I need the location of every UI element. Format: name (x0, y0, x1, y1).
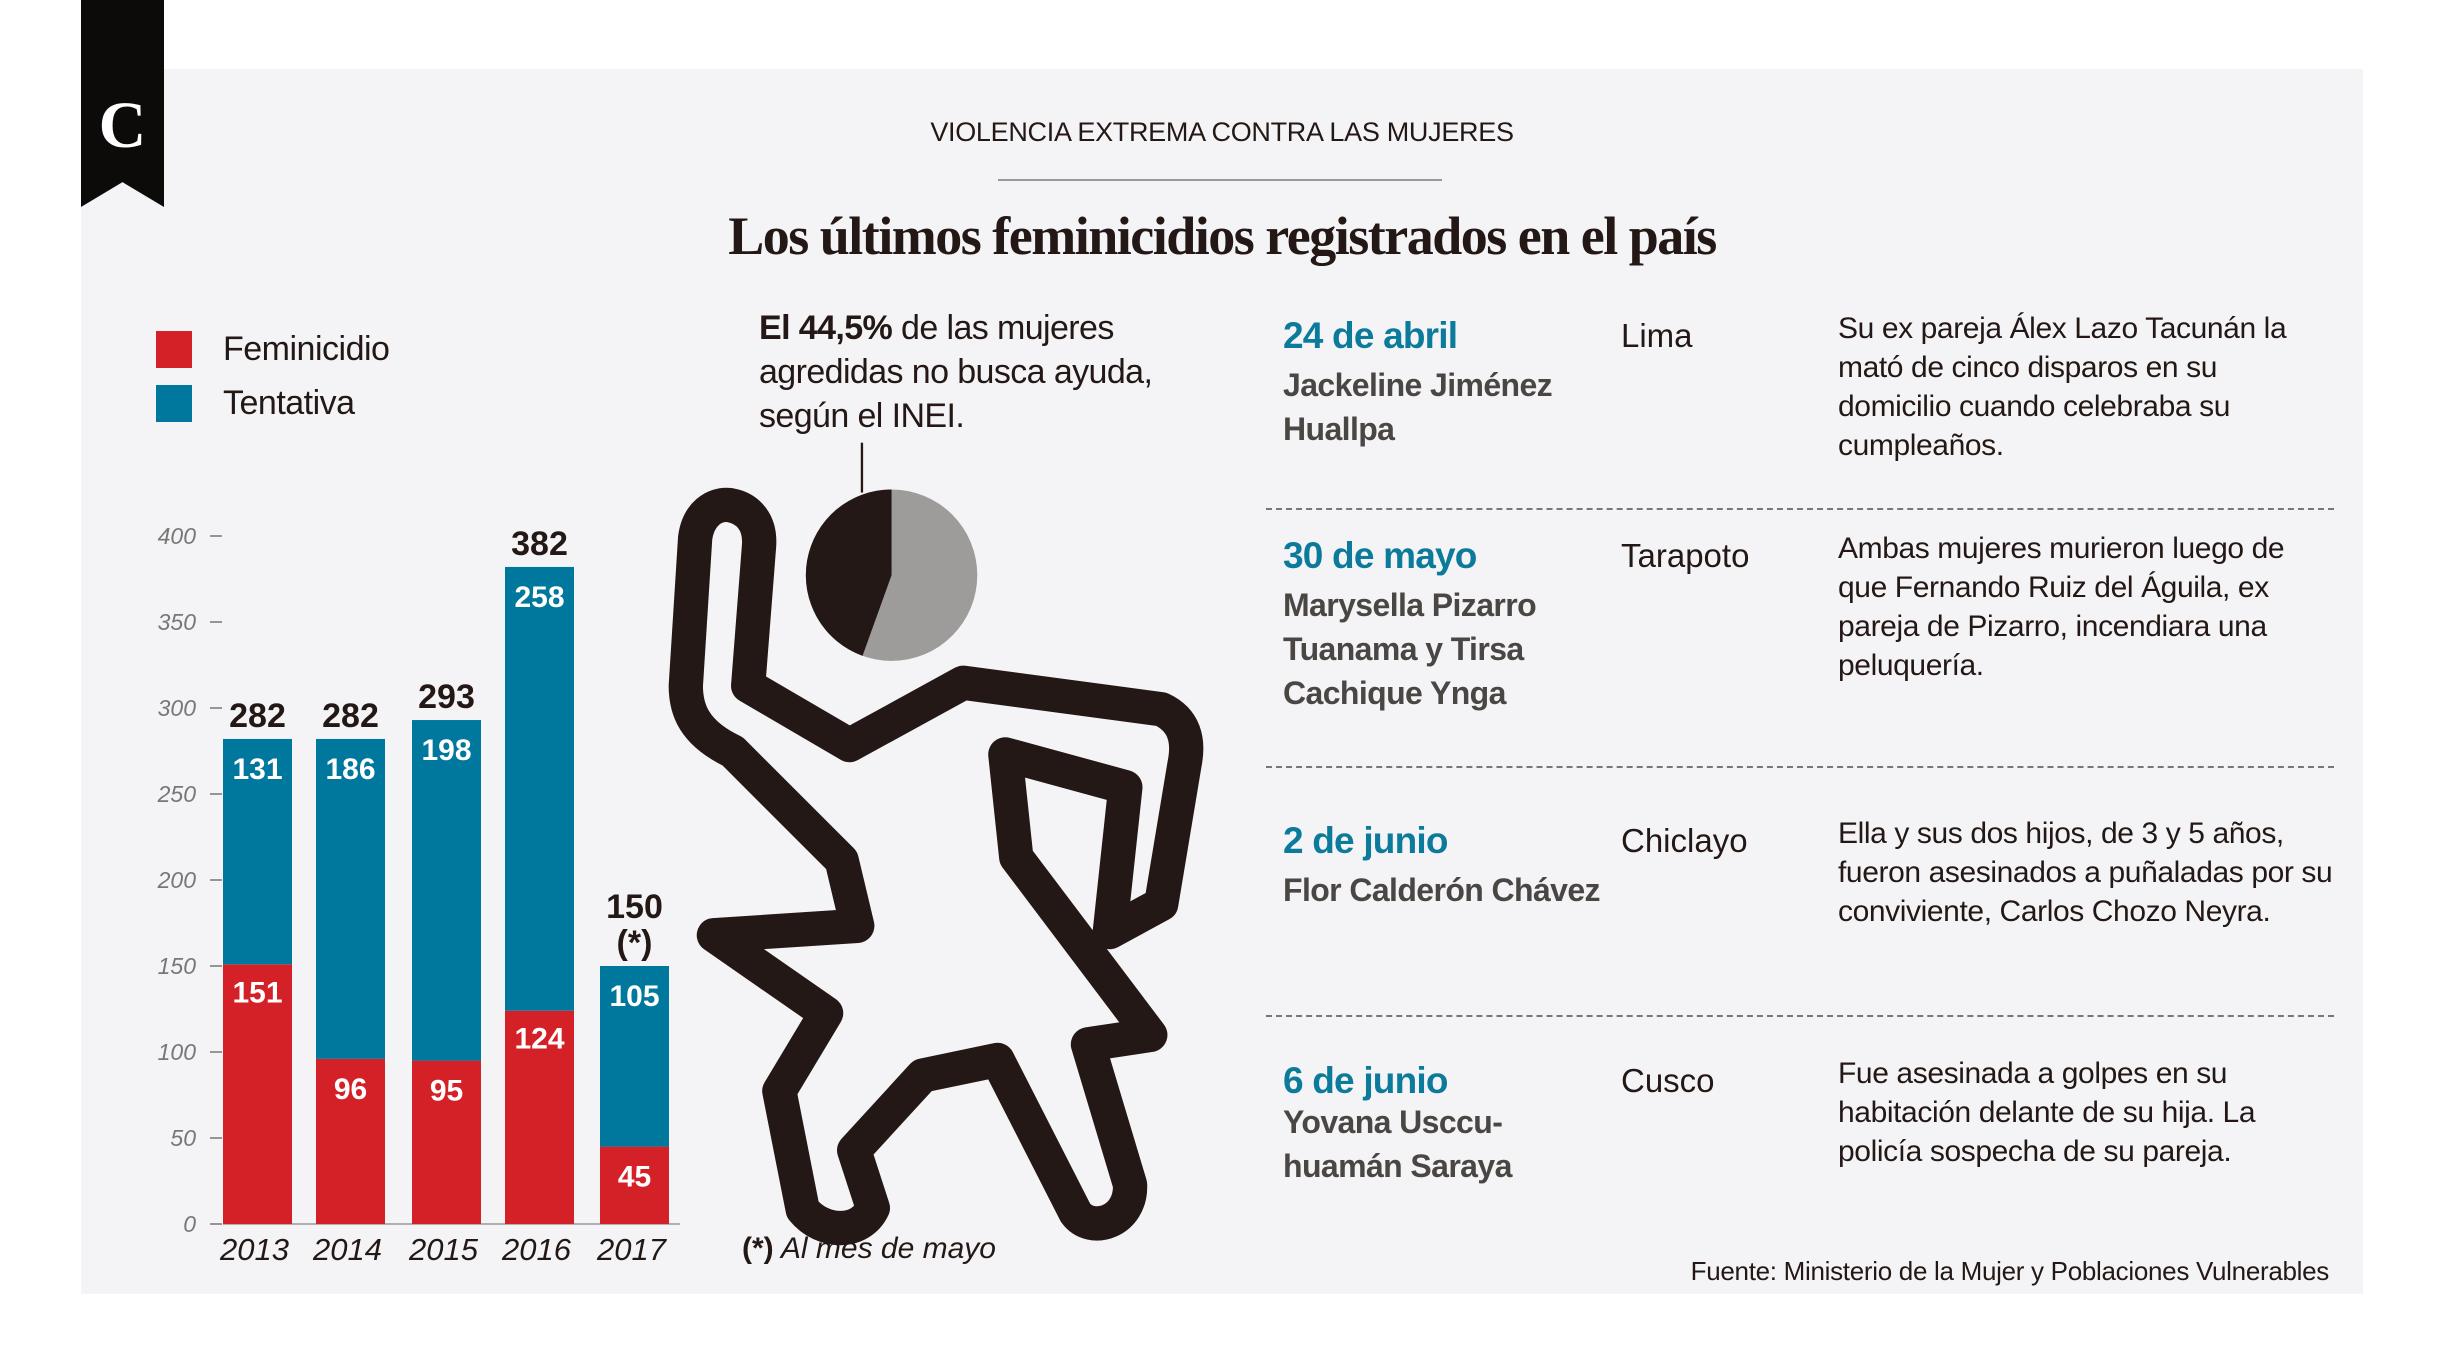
inei-note: El 44,5% de las mujeres agredidas no bus… (759, 306, 1153, 438)
total-note-label: (*) (617, 924, 653, 962)
total-value-label: 282 (322, 697, 379, 735)
total-value-label: 382 (511, 525, 568, 563)
footnote-mark: (*) (742, 1232, 774, 1265)
x-tick-label: 2015 (408, 1232, 479, 1267)
note-text: según el INEI. (759, 397, 965, 435)
y-tick-label: 250 (157, 781, 197, 807)
source-credit: Fuente: Ministerio de la Mujer y Poblaci… (1690, 1256, 2330, 1286)
legend-item-tentativa: Tentativa (156, 376, 389, 430)
bar-tentativa-2016 (505, 566, 574, 1011)
logo: C (98, 89, 147, 162)
bar-tentativa-2013 (223, 738, 292, 965)
y-tick-label: 300 (158, 695, 197, 721)
footnote-text: Al mes de mayo (773, 1232, 996, 1265)
feminicidio-value-label: 151 (232, 976, 282, 1009)
bar-feminicidio-2014 (316, 1058, 385, 1224)
feminicidio-value-label: 95 (430, 1075, 463, 1108)
bar-tentativa-2017 (600, 966, 669, 1147)
legend-swatch-tentativa (156, 384, 192, 422)
case-date: 30 de mayo (1283, 535, 1477, 576)
x-tick-label: 2016 (501, 1232, 572, 1267)
case-city: Chiclayo (1621, 822, 1748, 859)
case-city: Tarapoto (1621, 537, 1750, 574)
case-description: Su ex pareja Álex Lazo Tacunán la mató d… (1838, 312, 2287, 462)
pie-slice-highlight (805, 489, 892, 656)
legend-label: Feminicidio (223, 329, 390, 368)
pie-chart (805, 489, 978, 661)
total-value-label: 293 (418, 678, 475, 716)
kicker-divider (998, 179, 1442, 181)
total-value-label: 150 (606, 888, 663, 926)
x-tick-label: 2013 (219, 1232, 289, 1267)
tentativa-value-label: 131 (232, 753, 282, 786)
legend-swatch-feminicidio (156, 330, 192, 368)
case-victim: Marysella Pizarro Tuanama y Tirsa Cachiq… (1283, 587, 1537, 711)
y-tick-label: 150 (158, 953, 197, 979)
tentativa-value-label: 258 (514, 581, 564, 614)
case-description: Fue asesinada a golpes en su habitación … (1838, 1057, 2256, 1168)
tentativa-value-label: 186 (325, 753, 375, 786)
row-divider (1266, 766, 2334, 768)
note-text: agredidas no busca ayuda, (759, 353, 1153, 391)
case-description: Ambas mujeres murieron luego de que Fern… (1838, 532, 2285, 682)
bar-tentativa-2015 (412, 720, 481, 1061)
total-value-label: 282 (229, 697, 286, 735)
y-tick-label: 50 (170, 1125, 196, 1151)
bar-feminicidio-2013 (223, 964, 292, 1224)
case-description: Ella y sus dos hijos, de 3 y 5 años, fue… (1838, 817, 2333, 928)
case-victim: Jackeline Jiménez Huallpa (1283, 367, 1553, 447)
tentativa-value-label: 105 (609, 980, 659, 1013)
bar-feminicidio-2016 (505, 1010, 574, 1224)
logo-ribbon: C (81, 0, 164, 207)
case-city: Cusco (1621, 1062, 1715, 1099)
case-city: Lima (1621, 317, 1693, 354)
tentativa-value-label: 198 (421, 734, 471, 767)
feminicidio-value-label: 96 (334, 1073, 367, 1106)
page-title: Los últimos feminicidios registrados en … (728, 206, 1717, 266)
bar-tentativa-2014 (316, 738, 385, 1059)
feminicidio-value-label: 124 (514, 1023, 564, 1056)
feminicidio-value-label: 45 (618, 1161, 651, 1194)
bar-feminicidio-2015 (412, 1060, 481, 1224)
legend-item-feminicidio: Feminicidio (156, 322, 390, 376)
footnote: (*) Al mes de mayo (742, 1232, 996, 1266)
bar-feminicidio-2017 (600, 1146, 669, 1224)
note-text: de las mujeres (892, 309, 1114, 347)
row-divider (1266, 508, 2334, 510)
note-highlight: El 44,5% (759, 309, 893, 347)
row-divider (1266, 1015, 2334, 1017)
y-tick-label: 350 (158, 609, 197, 635)
y-tick-label: 200 (157, 867, 197, 893)
kicker: VIOLENCIA EXTREMA CONTRA LAS MUJERES (930, 117, 1514, 147)
x-tick-label: 2014 (312, 1232, 382, 1267)
case-date: 24 de abril (1283, 315, 1458, 356)
case-victim: Flor Calderón Chávez (1283, 872, 1601, 908)
case-date: 2 de junio (1283, 820, 1448, 861)
body-outline-icon (668, 487, 1204, 1246)
legend-label: Tentativa (223, 383, 355, 422)
y-tick-label: 0 (183, 1211, 196, 1237)
x-tick-label: 2017 (596, 1232, 668, 1267)
case-date: 6 de junio (1283, 1060, 1448, 1101)
case-victim: Yovana Usccu-huamán Saraya (1283, 1104, 1512, 1184)
y-tick-label: 400 (158, 523, 197, 549)
y-tick-label: 100 (158, 1039, 197, 1065)
legend: Feminicidio Tentativa (156, 322, 390, 430)
